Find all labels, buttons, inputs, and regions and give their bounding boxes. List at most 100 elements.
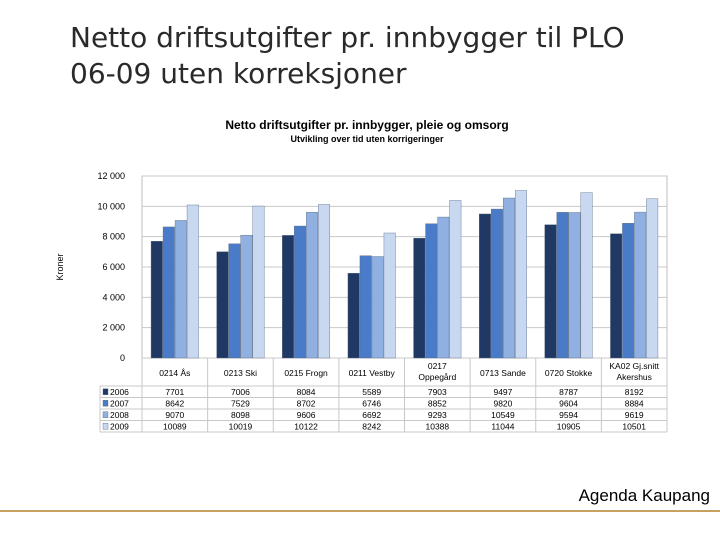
category-label: 0211 Vestby xyxy=(349,368,396,378)
data-label-2007: 9604 xyxy=(559,398,578,408)
category-label: 0215 Frogn xyxy=(284,368,328,378)
category-label: 0217 xyxy=(428,361,447,371)
data-label-2006: 5589 xyxy=(362,387,381,397)
data-label-2007: 9820 xyxy=(493,398,512,408)
slide-title-line-1: Netto driftsutgifter pr. innbygger til P… xyxy=(70,21,625,54)
y-tick-label: 6 000 xyxy=(102,262,125,272)
legend-swatch-2007 xyxy=(102,400,109,407)
bar-2008-1 xyxy=(240,234,253,359)
bar-2008-0 xyxy=(174,220,187,359)
data-label-2008: 9594 xyxy=(559,410,578,420)
data-label-2007: 8852 xyxy=(428,398,447,408)
data-label-2006: 7701 xyxy=(165,387,184,397)
legend-label-2007: 2007 xyxy=(110,398,129,408)
data-label-2009: 10089 xyxy=(163,421,187,431)
data-label-2007: 6746 xyxy=(362,398,381,408)
bar-2008-3 xyxy=(371,256,384,359)
bar-2008-7 xyxy=(634,211,647,359)
data-table: 0214 Ås 0213 Ski 0215 Frogn 0211 Vestby 0217… xyxy=(99,358,668,433)
bar-2009-0 xyxy=(186,204,199,359)
data-label-2009: 10501 xyxy=(622,421,646,431)
data-label-2008: 8098 xyxy=(231,410,250,420)
bar-2009-3 xyxy=(383,232,396,359)
data-label-2006: 7903 xyxy=(428,387,447,397)
data-label-2008: 9070 xyxy=(165,410,184,420)
data-label-2006: 8192 xyxy=(625,387,644,397)
data-label-2006: 8787 xyxy=(559,387,578,397)
bar-2007-0 xyxy=(162,226,175,359)
data-label-2009: 10122 xyxy=(294,421,318,431)
bar-2009-6 xyxy=(580,192,593,359)
legend-swatch-2008 xyxy=(102,411,109,418)
data-label-2009: 11044 xyxy=(491,421,514,431)
chart-subtitle: Utvikling over tid uten korrigeringer xyxy=(290,134,444,144)
y-tick-label: 12 000 xyxy=(97,171,125,181)
data-label-2009: 10905 xyxy=(557,421,581,431)
bar-2007-1 xyxy=(228,243,241,359)
footer-label: Agenda Kaupang xyxy=(578,486,710,505)
category-label: 0214 Ås xyxy=(159,368,190,378)
data-label-2008: 6692 xyxy=(362,410,381,420)
category-label: 0713 Sande xyxy=(480,368,526,378)
data-label-2008: 9619 xyxy=(625,410,644,420)
data-label-2007: 7529 xyxy=(231,398,250,408)
data-label-2008: 10549 xyxy=(491,410,515,420)
bar-2006-3 xyxy=(347,273,360,359)
slide-title-line-2: 06-09 uten korreksjoner xyxy=(70,57,407,90)
bar-2007-6 xyxy=(556,212,569,359)
bars xyxy=(150,190,659,359)
bar-2006-6 xyxy=(544,224,557,359)
data-label-2006: 8084 xyxy=(297,387,316,397)
bar-2006-2 xyxy=(282,235,295,359)
category-label: 0720 Stokke xyxy=(545,368,593,378)
bar-2008-4 xyxy=(437,216,450,359)
data-label-2009: 10019 xyxy=(229,421,253,431)
data-label-2008: 9293 xyxy=(428,410,447,420)
category-label: Oppegård xyxy=(418,372,456,382)
y-tick-label: 8 000 xyxy=(102,232,125,242)
y-tick-labels: 0 2 000 4 000 6 000 8 000 10 000 12 000 xyxy=(97,171,125,363)
data-label-2009: 10388 xyxy=(425,421,449,431)
bar-2009-1 xyxy=(252,205,265,359)
legend-swatch-2009 xyxy=(102,423,109,430)
bar-2009-7 xyxy=(646,198,659,359)
bar-2009-5 xyxy=(514,190,527,359)
bar-2007-4 xyxy=(425,223,438,359)
bar-2007-7 xyxy=(622,223,635,359)
bar-2006-5 xyxy=(478,213,491,359)
category-label: Akershus xyxy=(616,372,651,382)
bar-2007-2 xyxy=(294,225,307,359)
data-label-2006: 9497 xyxy=(493,387,512,397)
bar-2006-7 xyxy=(610,233,623,359)
bar-2007-5 xyxy=(490,208,503,359)
bar-2009-2 xyxy=(318,204,331,359)
y-tick-label: 0 xyxy=(120,353,125,363)
bar-2008-6 xyxy=(568,212,581,359)
category-label: 0213 Ski xyxy=(224,368,257,378)
data-label-2009: 8242 xyxy=(362,421,381,431)
legend-label-2008: 2008 xyxy=(110,410,129,420)
y-tick-label: 10 000 xyxy=(97,201,125,211)
bar-2008-5 xyxy=(502,197,515,359)
bar-2007-3 xyxy=(359,255,372,359)
bar-chart: Netto driftsutgifter pr. innbygger, plei… xyxy=(55,118,668,433)
y-axis-label: Kroner xyxy=(55,253,65,280)
category-label: KA02 Gj.snitt xyxy=(609,361,659,371)
bar-2008-2 xyxy=(306,212,319,359)
bar-2006-0 xyxy=(150,241,163,359)
data-label-2007: 8884 xyxy=(625,398,644,408)
slide-title: Netto driftsutgifter pr. innbygger til P… xyxy=(70,20,710,92)
footer-divider xyxy=(0,510,720,512)
legend-swatch-2006 xyxy=(102,388,109,395)
data-label-2007: 8702 xyxy=(297,398,316,408)
bar-2009-4 xyxy=(449,200,462,359)
y-tick-label: 4 000 xyxy=(102,292,125,302)
legend-label-2006: 2006 xyxy=(110,387,129,397)
bar-2006-1 xyxy=(216,251,229,359)
chart-title: Netto driftsutgifter pr. innbygger, plei… xyxy=(225,118,508,132)
data-label-2007: 8642 xyxy=(165,398,184,408)
legend-label-2009: 2009 xyxy=(110,421,129,431)
data-label-2006: 7006 xyxy=(231,387,250,397)
data-label-2008: 9606 xyxy=(297,410,316,420)
bar-2006-4 xyxy=(413,237,426,359)
